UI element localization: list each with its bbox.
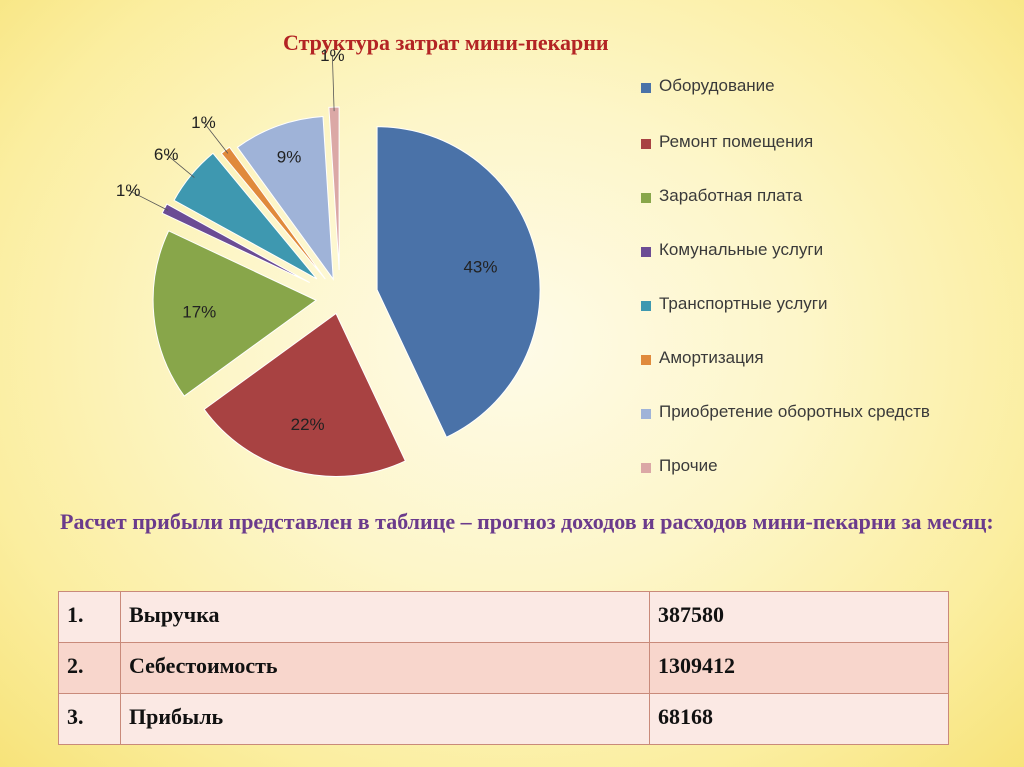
pie-slice-repair — [203, 312, 407, 477]
legend-label: Заработная плата — [659, 186, 803, 205]
legend-label: Амортизация — [659, 348, 764, 367]
pie-slice-equipment — [376, 126, 541, 438]
legend-swatch — [641, 193, 651, 203]
data-label-equipment: 43% — [463, 258, 497, 277]
leader-line-depreciation — [203, 121, 229, 154]
legend-label: Ремонт помещения — [659, 132, 814, 151]
data-label-depreciation: 1% — [191, 113, 216, 132]
data-label-transport: 6% — [154, 145, 179, 164]
profit-description: Расчет прибыли представлен в таблице – п… — [60, 509, 994, 534]
table-row: 3. Прибыль 68168 — [58, 693, 949, 745]
pie-slice-working-capital — [236, 115, 334, 281]
data-label-salary: 17% — [182, 302, 216, 321]
data-label-working-capital: 9% — [277, 147, 302, 166]
legend-swatch — [641, 83, 651, 93]
legend-label: Транспортные услуги — [659, 294, 828, 313]
row-number: 3. — [58, 693, 121, 745]
legend-label: Приобретение оборотных средств — [659, 402, 930, 421]
leader-line-transport — [165, 153, 195, 178]
legend-swatch — [641, 139, 651, 149]
legend-label: Комунальные услуги — [659, 240, 824, 259]
row-value: 68168 — [649, 693, 949, 745]
legend-swatch — [641, 355, 651, 365]
data-label-repair: 22% — [291, 415, 325, 434]
legend-swatch — [641, 301, 651, 311]
chart-title: Структура затрат мини-пекарни — [283, 30, 609, 55]
row-name: Себестоимость — [120, 642, 650, 694]
table-row: 1. Выручка 387580 — [58, 591, 949, 643]
row-name: Выручка — [120, 591, 650, 643]
profit-table: 1. Выручка 387580 2. Себестоимость 13094… — [58, 591, 949, 745]
table-row: 2. Себестоимость 1309412 — [58, 642, 949, 694]
data-label-other: 1% — [320, 46, 345, 65]
legend-label: Прочие — [659, 456, 718, 475]
pie-chart: 43% 22% 17% 1% 6% 1% 9% 1% — [116, 46, 541, 477]
legend-label: Оборудование — [659, 76, 775, 95]
legend-swatch — [641, 409, 651, 419]
row-name: Прибыль — [120, 693, 650, 745]
legend-swatch — [641, 247, 651, 257]
leader-line-utilities — [127, 189, 169, 211]
legend-swatch — [641, 463, 651, 473]
pie-slice-salary — [152, 230, 318, 397]
data-label-utilities: 1% — [116, 181, 141, 200]
row-number: 1. — [58, 591, 121, 643]
row-value: 1309412 — [649, 642, 949, 694]
row-value: 387580 — [649, 591, 949, 643]
row-number: 2. — [58, 642, 121, 694]
leader-line-other — [331, 54, 335, 112]
